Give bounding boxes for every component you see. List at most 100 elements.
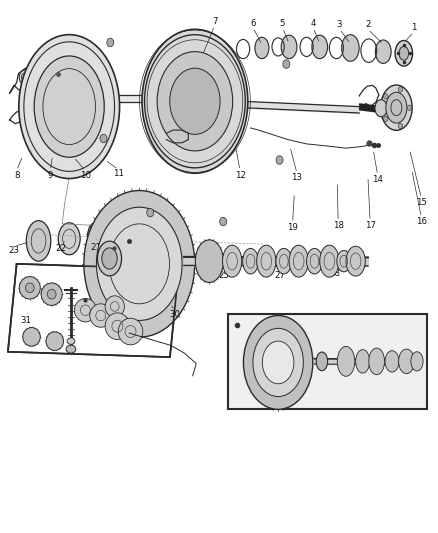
Ellipse shape	[142, 29, 248, 173]
Ellipse shape	[102, 248, 117, 269]
Text: 24: 24	[122, 269, 134, 278]
Text: 6: 6	[251, 19, 256, 28]
Ellipse shape	[84, 190, 195, 337]
Ellipse shape	[74, 298, 96, 322]
Ellipse shape	[375, 100, 387, 117]
Ellipse shape	[105, 313, 130, 340]
Ellipse shape	[346, 246, 365, 276]
Text: 31: 31	[20, 316, 31, 325]
Text: 9: 9	[48, 171, 53, 180]
Circle shape	[398, 87, 403, 92]
Ellipse shape	[88, 222, 105, 249]
Ellipse shape	[41, 283, 62, 305]
Ellipse shape	[385, 351, 399, 372]
Ellipse shape	[97, 241, 121, 276]
Text: 13: 13	[291, 173, 303, 182]
Text: 18: 18	[332, 221, 344, 230]
Ellipse shape	[395, 41, 413, 66]
Ellipse shape	[281, 35, 297, 59]
Ellipse shape	[411, 352, 423, 371]
Text: 5: 5	[280, 19, 285, 28]
Text: 30: 30	[170, 310, 181, 319]
Text: 21: 21	[90, 243, 101, 252]
Ellipse shape	[337, 346, 355, 376]
Text: 19: 19	[287, 223, 298, 232]
Ellipse shape	[342, 35, 359, 61]
Ellipse shape	[356, 350, 370, 373]
Ellipse shape	[262, 341, 294, 384]
Ellipse shape	[19, 277, 40, 299]
Ellipse shape	[118, 318, 143, 345]
Circle shape	[384, 94, 388, 99]
Text: 14: 14	[372, 175, 383, 184]
Ellipse shape	[47, 289, 56, 299]
Circle shape	[147, 208, 154, 217]
Text: 23: 23	[8, 246, 20, 255]
Text: 29: 29	[314, 358, 324, 367]
Bar	[228, 314, 427, 409]
Ellipse shape	[96, 207, 182, 320]
Ellipse shape	[307, 248, 322, 274]
Ellipse shape	[25, 283, 34, 293]
Ellipse shape	[26, 221, 51, 261]
Text: 2: 2	[365, 20, 371, 29]
Text: 17: 17	[364, 221, 376, 230]
Ellipse shape	[58, 223, 80, 255]
Ellipse shape	[320, 245, 339, 277]
Circle shape	[100, 134, 107, 143]
Ellipse shape	[253, 328, 304, 397]
Ellipse shape	[157, 52, 233, 151]
Circle shape	[407, 105, 412, 110]
Ellipse shape	[223, 245, 242, 277]
Circle shape	[276, 156, 283, 164]
Text: 1: 1	[411, 23, 417, 32]
Ellipse shape	[312, 35, 328, 59]
Text: 10: 10	[80, 171, 91, 180]
Circle shape	[283, 60, 290, 68]
Ellipse shape	[66, 345, 76, 353]
Ellipse shape	[399, 349, 414, 374]
Ellipse shape	[195, 240, 223, 282]
Circle shape	[107, 38, 114, 47]
Ellipse shape	[90, 304, 112, 327]
Text: 3: 3	[337, 20, 342, 29]
Ellipse shape	[255, 37, 269, 59]
Ellipse shape	[276, 248, 292, 274]
Text: 16: 16	[416, 217, 427, 227]
Ellipse shape	[399, 46, 409, 60]
Ellipse shape	[369, 348, 385, 375]
Ellipse shape	[243, 248, 258, 274]
Text: 11: 11	[113, 169, 124, 179]
Ellipse shape	[244, 316, 313, 409]
Ellipse shape	[381, 85, 412, 130]
Text: 28: 28	[329, 269, 341, 278]
Text: 7: 7	[212, 17, 217, 26]
Ellipse shape	[170, 68, 220, 134]
Text: 8: 8	[14, 171, 19, 180]
Ellipse shape	[34, 56, 104, 157]
Ellipse shape	[120, 221, 139, 251]
Ellipse shape	[19, 70, 32, 85]
Ellipse shape	[316, 352, 328, 371]
Ellipse shape	[337, 251, 351, 272]
Ellipse shape	[289, 245, 308, 277]
Text: 15: 15	[416, 198, 427, 207]
Text: 4: 4	[311, 19, 316, 28]
Ellipse shape	[46, 332, 64, 351]
Text: 22: 22	[56, 244, 67, 253]
Ellipse shape	[375, 40, 391, 63]
Text: 12: 12	[234, 171, 246, 180]
Text: 20: 20	[125, 241, 136, 250]
Ellipse shape	[67, 338, 75, 344]
Circle shape	[220, 217, 227, 226]
Circle shape	[398, 123, 403, 128]
Ellipse shape	[257, 245, 276, 277]
Text: 27: 27	[274, 271, 285, 280]
Polygon shape	[8, 264, 179, 357]
Ellipse shape	[105, 296, 124, 317]
Ellipse shape	[19, 35, 120, 179]
Text: 25: 25	[219, 271, 230, 280]
Circle shape	[384, 116, 388, 122]
Ellipse shape	[23, 327, 40, 346]
Ellipse shape	[386, 92, 407, 123]
